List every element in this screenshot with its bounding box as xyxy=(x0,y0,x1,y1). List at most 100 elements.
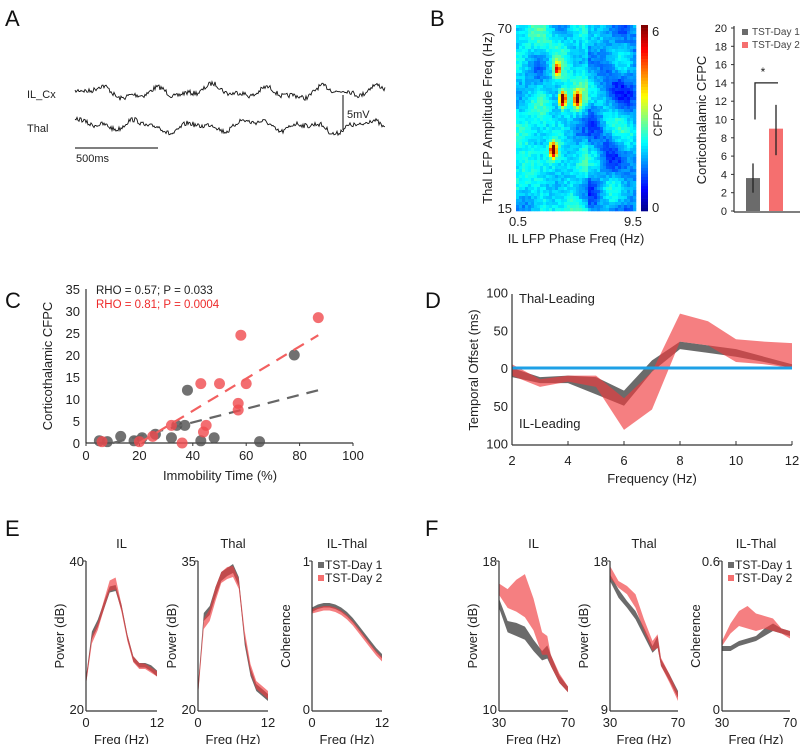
heatmap-cell xyxy=(525,124,529,128)
heatmap-cell xyxy=(525,199,529,203)
heatmap-cell xyxy=(537,133,541,137)
heatmap-cell xyxy=(591,163,595,167)
heatmap-cell xyxy=(579,193,583,197)
heatmap-cell xyxy=(579,88,583,92)
heatmap-cell xyxy=(603,97,607,101)
heatmap-cell xyxy=(615,61,619,65)
heatmap-cell xyxy=(543,76,547,80)
heatmap-cell xyxy=(585,103,589,107)
heatmap-cell xyxy=(609,46,613,50)
heatmap-cell xyxy=(540,205,544,209)
heatmap-cell xyxy=(534,154,538,158)
heatmap-cell xyxy=(591,118,595,122)
heatmap-cell xyxy=(600,31,604,35)
heatmap-cell xyxy=(615,184,619,188)
heatmap-cell xyxy=(606,88,610,92)
heatmap-cell xyxy=(531,94,535,98)
heatmap-cell xyxy=(585,25,589,29)
heatmap-cell xyxy=(603,172,607,176)
heatmap-cell xyxy=(549,97,553,101)
heatmap-cell xyxy=(555,28,559,32)
heatmap-cell xyxy=(570,118,574,122)
heatmap-cell xyxy=(564,64,568,68)
heatmap-cell xyxy=(540,178,544,182)
heatmap-cell xyxy=(519,118,523,122)
heatmap-cell xyxy=(591,145,595,149)
heatmap-cell xyxy=(534,103,538,107)
heatmap-cell xyxy=(624,121,628,125)
heatmap-cell xyxy=(558,112,562,116)
heatmap-cell xyxy=(522,112,526,116)
heatmap-cell xyxy=(549,121,553,125)
heatmap-cell xyxy=(606,139,610,143)
heatmap-cell xyxy=(570,163,574,167)
heatmap-cell xyxy=(537,175,541,179)
heatmap-cell xyxy=(585,136,589,140)
heatmap-cell xyxy=(519,82,523,86)
heatmap-cell xyxy=(591,34,595,38)
heatmap-cell xyxy=(522,205,526,209)
heatmap-cell xyxy=(612,205,616,209)
colorbar-max-label: 6 xyxy=(652,24,659,39)
heatmap-cell xyxy=(594,130,598,134)
heatmap-cell xyxy=(585,172,589,176)
heatmap-cell xyxy=(573,142,577,146)
voltage-scale-label: 5mV xyxy=(347,109,370,121)
heatmap-cell xyxy=(525,58,529,62)
heatmap-cell xyxy=(522,106,526,110)
heatmap-cell xyxy=(540,169,544,173)
y-tick-label: 70 xyxy=(498,21,512,36)
heatmap-cell xyxy=(567,163,571,167)
heatmap-cell xyxy=(576,97,580,101)
heatmap-cell xyxy=(600,94,604,98)
heatmap-cell xyxy=(594,49,598,53)
heatmap-cell xyxy=(561,82,565,86)
scatter-point xyxy=(235,329,247,341)
heatmap-cell xyxy=(546,76,550,80)
heatmap-cell xyxy=(549,151,553,155)
heatmap-cell xyxy=(579,127,583,131)
legend-label: TST-Day 1 xyxy=(735,558,793,572)
heatmap-cell xyxy=(567,160,571,164)
heatmap-cell xyxy=(546,148,550,152)
heatmap-cell xyxy=(597,196,601,200)
heatmap-cell xyxy=(627,154,631,158)
heatmap-cell xyxy=(579,79,583,83)
heatmap-cell xyxy=(519,73,523,77)
heatmap-cell xyxy=(600,157,604,161)
heatmap-cell xyxy=(564,103,568,107)
heatmap-cell xyxy=(573,88,577,92)
heatmap-cell xyxy=(609,133,613,137)
heatmap-cell xyxy=(621,70,625,74)
heatmap-cell xyxy=(522,40,526,44)
heatmap-cell xyxy=(516,25,520,29)
heatmap-cell xyxy=(609,190,613,194)
heatmap-cell xyxy=(603,25,607,29)
heatmap-cell xyxy=(615,169,619,173)
heatmap-cell xyxy=(600,124,604,128)
heatmap-cell xyxy=(543,64,547,68)
heatmap-cell xyxy=(564,133,568,137)
heatmap-cell xyxy=(522,67,526,71)
heatmap-cell xyxy=(528,112,532,116)
heatmap-cell xyxy=(594,76,598,80)
heatmap-cell xyxy=(597,88,601,92)
heatmap-cell xyxy=(588,160,592,164)
x-tick-label: 60 xyxy=(239,448,253,463)
heatmap-cell xyxy=(561,163,565,167)
heatmap-cell xyxy=(522,73,526,77)
heatmap-cell xyxy=(531,205,535,209)
heatmap-cell xyxy=(519,31,523,35)
heatmap-cell xyxy=(603,193,607,197)
heatmap-cell xyxy=(588,121,592,125)
heatmap-cell xyxy=(615,34,619,38)
y-tick-label: 15 xyxy=(66,370,80,385)
heatmap-cell xyxy=(558,136,562,140)
heatmap-cell xyxy=(537,127,541,131)
heatmap-cell xyxy=(609,28,613,32)
heatmap-cell xyxy=(546,55,550,59)
heatmap-cell xyxy=(621,154,625,158)
heatmap-cell xyxy=(573,100,577,104)
heatmap-cell xyxy=(531,145,535,149)
heatmap-cell xyxy=(528,199,532,203)
